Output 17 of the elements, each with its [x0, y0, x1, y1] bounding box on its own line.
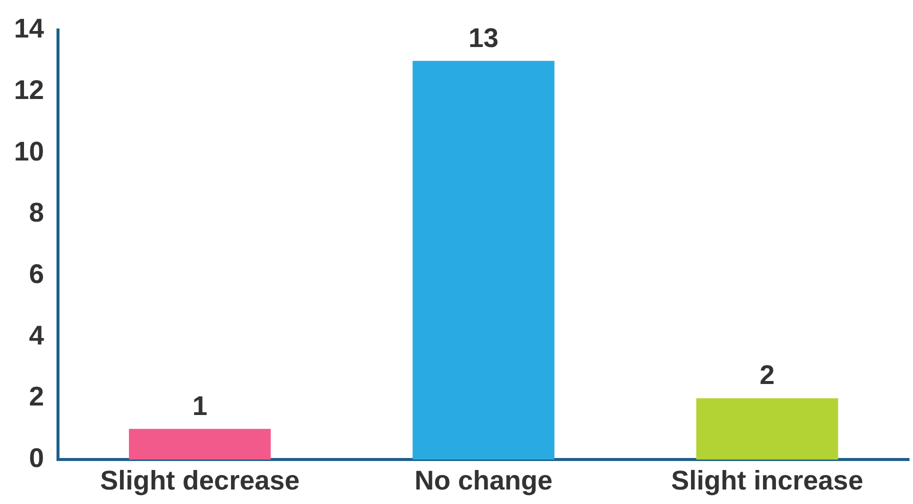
- y-tick-label: 0: [29, 443, 44, 474]
- bar: [412, 60, 554, 460]
- y-tick-label: 2: [29, 382, 44, 412]
- data-label: 13: [468, 22, 499, 53]
- y-tick-label: 8: [29, 198, 44, 228]
- bar: [696, 398, 838, 460]
- bar: [128, 428, 271, 460]
- y-tick-label: 12: [14, 74, 44, 105]
- y-tick-label: 6: [29, 259, 44, 290]
- y-tick-label: 14: [14, 14, 44, 44]
- y-tick-label: 4: [29, 320, 44, 350]
- y-tick-label: 10: [14, 136, 44, 166]
- data-label: 1: [192, 390, 208, 421]
- data-label: 2: [760, 360, 775, 390]
- x-tick-label: Slight increase: [671, 465, 864, 496]
- x-tick-label: Slight decrease: [100, 465, 300, 496]
- x-tick-label: No change: [414, 465, 553, 496]
